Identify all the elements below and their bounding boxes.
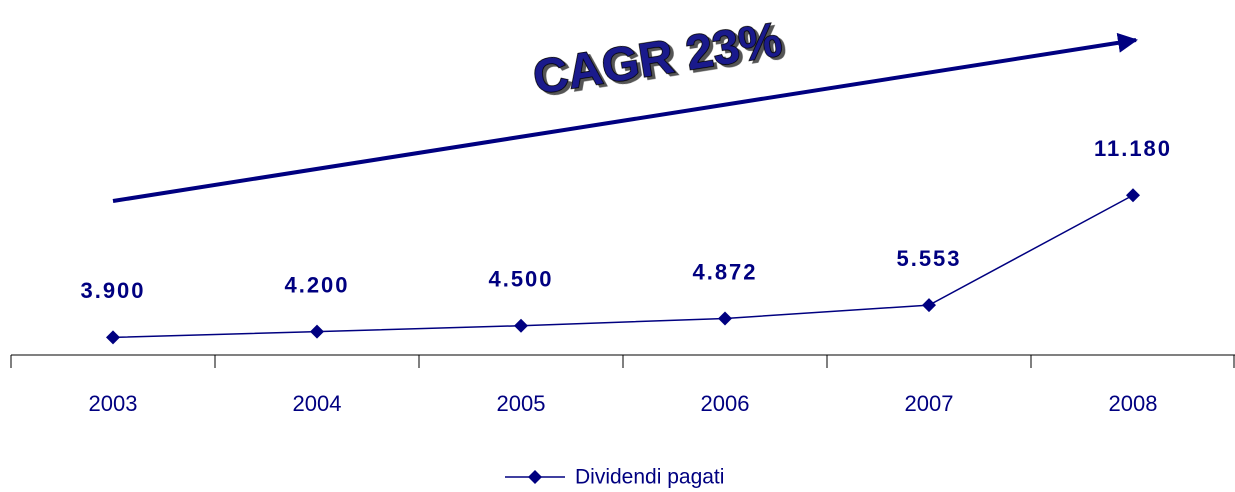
- data-label: 5.553: [896, 246, 961, 271]
- trend-arrow: [112, 32, 1138, 203]
- data-label: 4.872: [692, 259, 757, 284]
- x-tick-label: 2004: [293, 391, 342, 416]
- data-label: 4.200: [284, 272, 349, 297]
- x-tick-label: 2005: [497, 391, 546, 416]
- data-label: 4.500: [488, 267, 553, 292]
- x-tick-label: 2008: [1109, 391, 1158, 416]
- x-tick-label: 2003: [89, 391, 138, 416]
- data-label: 11.180: [1094, 136, 1172, 161]
- data-label: 3.900: [80, 278, 145, 303]
- point: [310, 324, 324, 339]
- annotation: CAGR 23%: [530, 13, 786, 105]
- point: [922, 298, 936, 313]
- x-tick-label: 2007: [905, 391, 954, 416]
- point: [1126, 188, 1140, 203]
- point: [718, 311, 732, 326]
- legend-label: Dividendi pagati: [575, 466, 724, 489]
- point: [106, 330, 120, 345]
- point: [514, 318, 528, 333]
- line: [112, 194, 1134, 339]
- x-tick-label: 2006: [701, 391, 750, 416]
- legend-marker: [528, 470, 542, 484]
